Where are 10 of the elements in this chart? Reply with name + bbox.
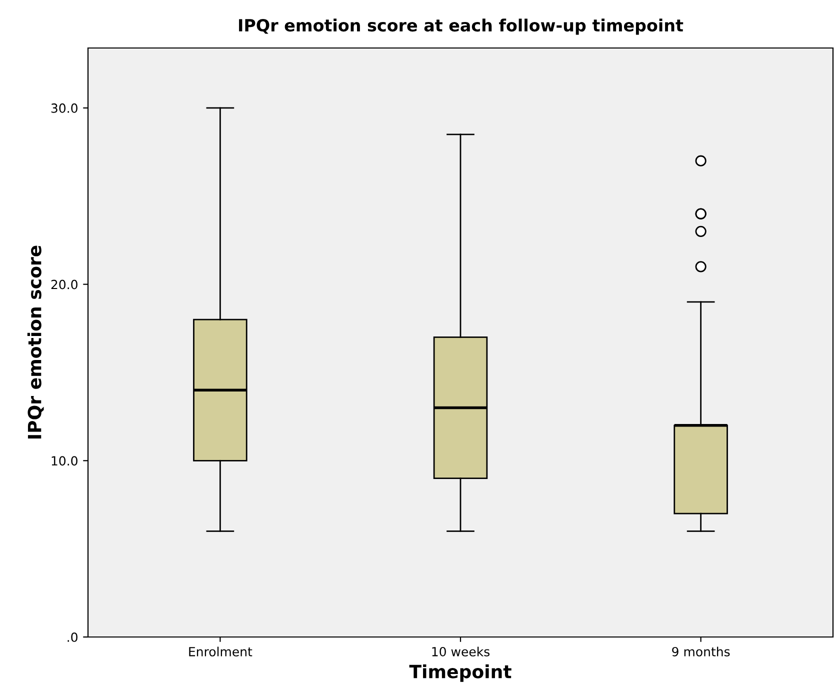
x-tick-label: 9 months	[672, 646, 730, 656]
x-axis-title: Timepoint	[409, 664, 512, 682]
y-axis-title: IPQr emotion score	[27, 246, 44, 439]
x-tick-label: 10 weeks	[432, 646, 490, 656]
x-tick-label: Enrolment	[189, 646, 252, 656]
y-tick-label: .0	[68, 632, 78, 642]
y-tick-label: 20.0	[51, 280, 78, 290]
y-tick-label: 30.0	[51, 103, 78, 113]
y-tick-label: 10.0	[52, 456, 78, 466]
chart-title: IPQr emotion score at each follow-up timepoint	[239, 18, 684, 35]
